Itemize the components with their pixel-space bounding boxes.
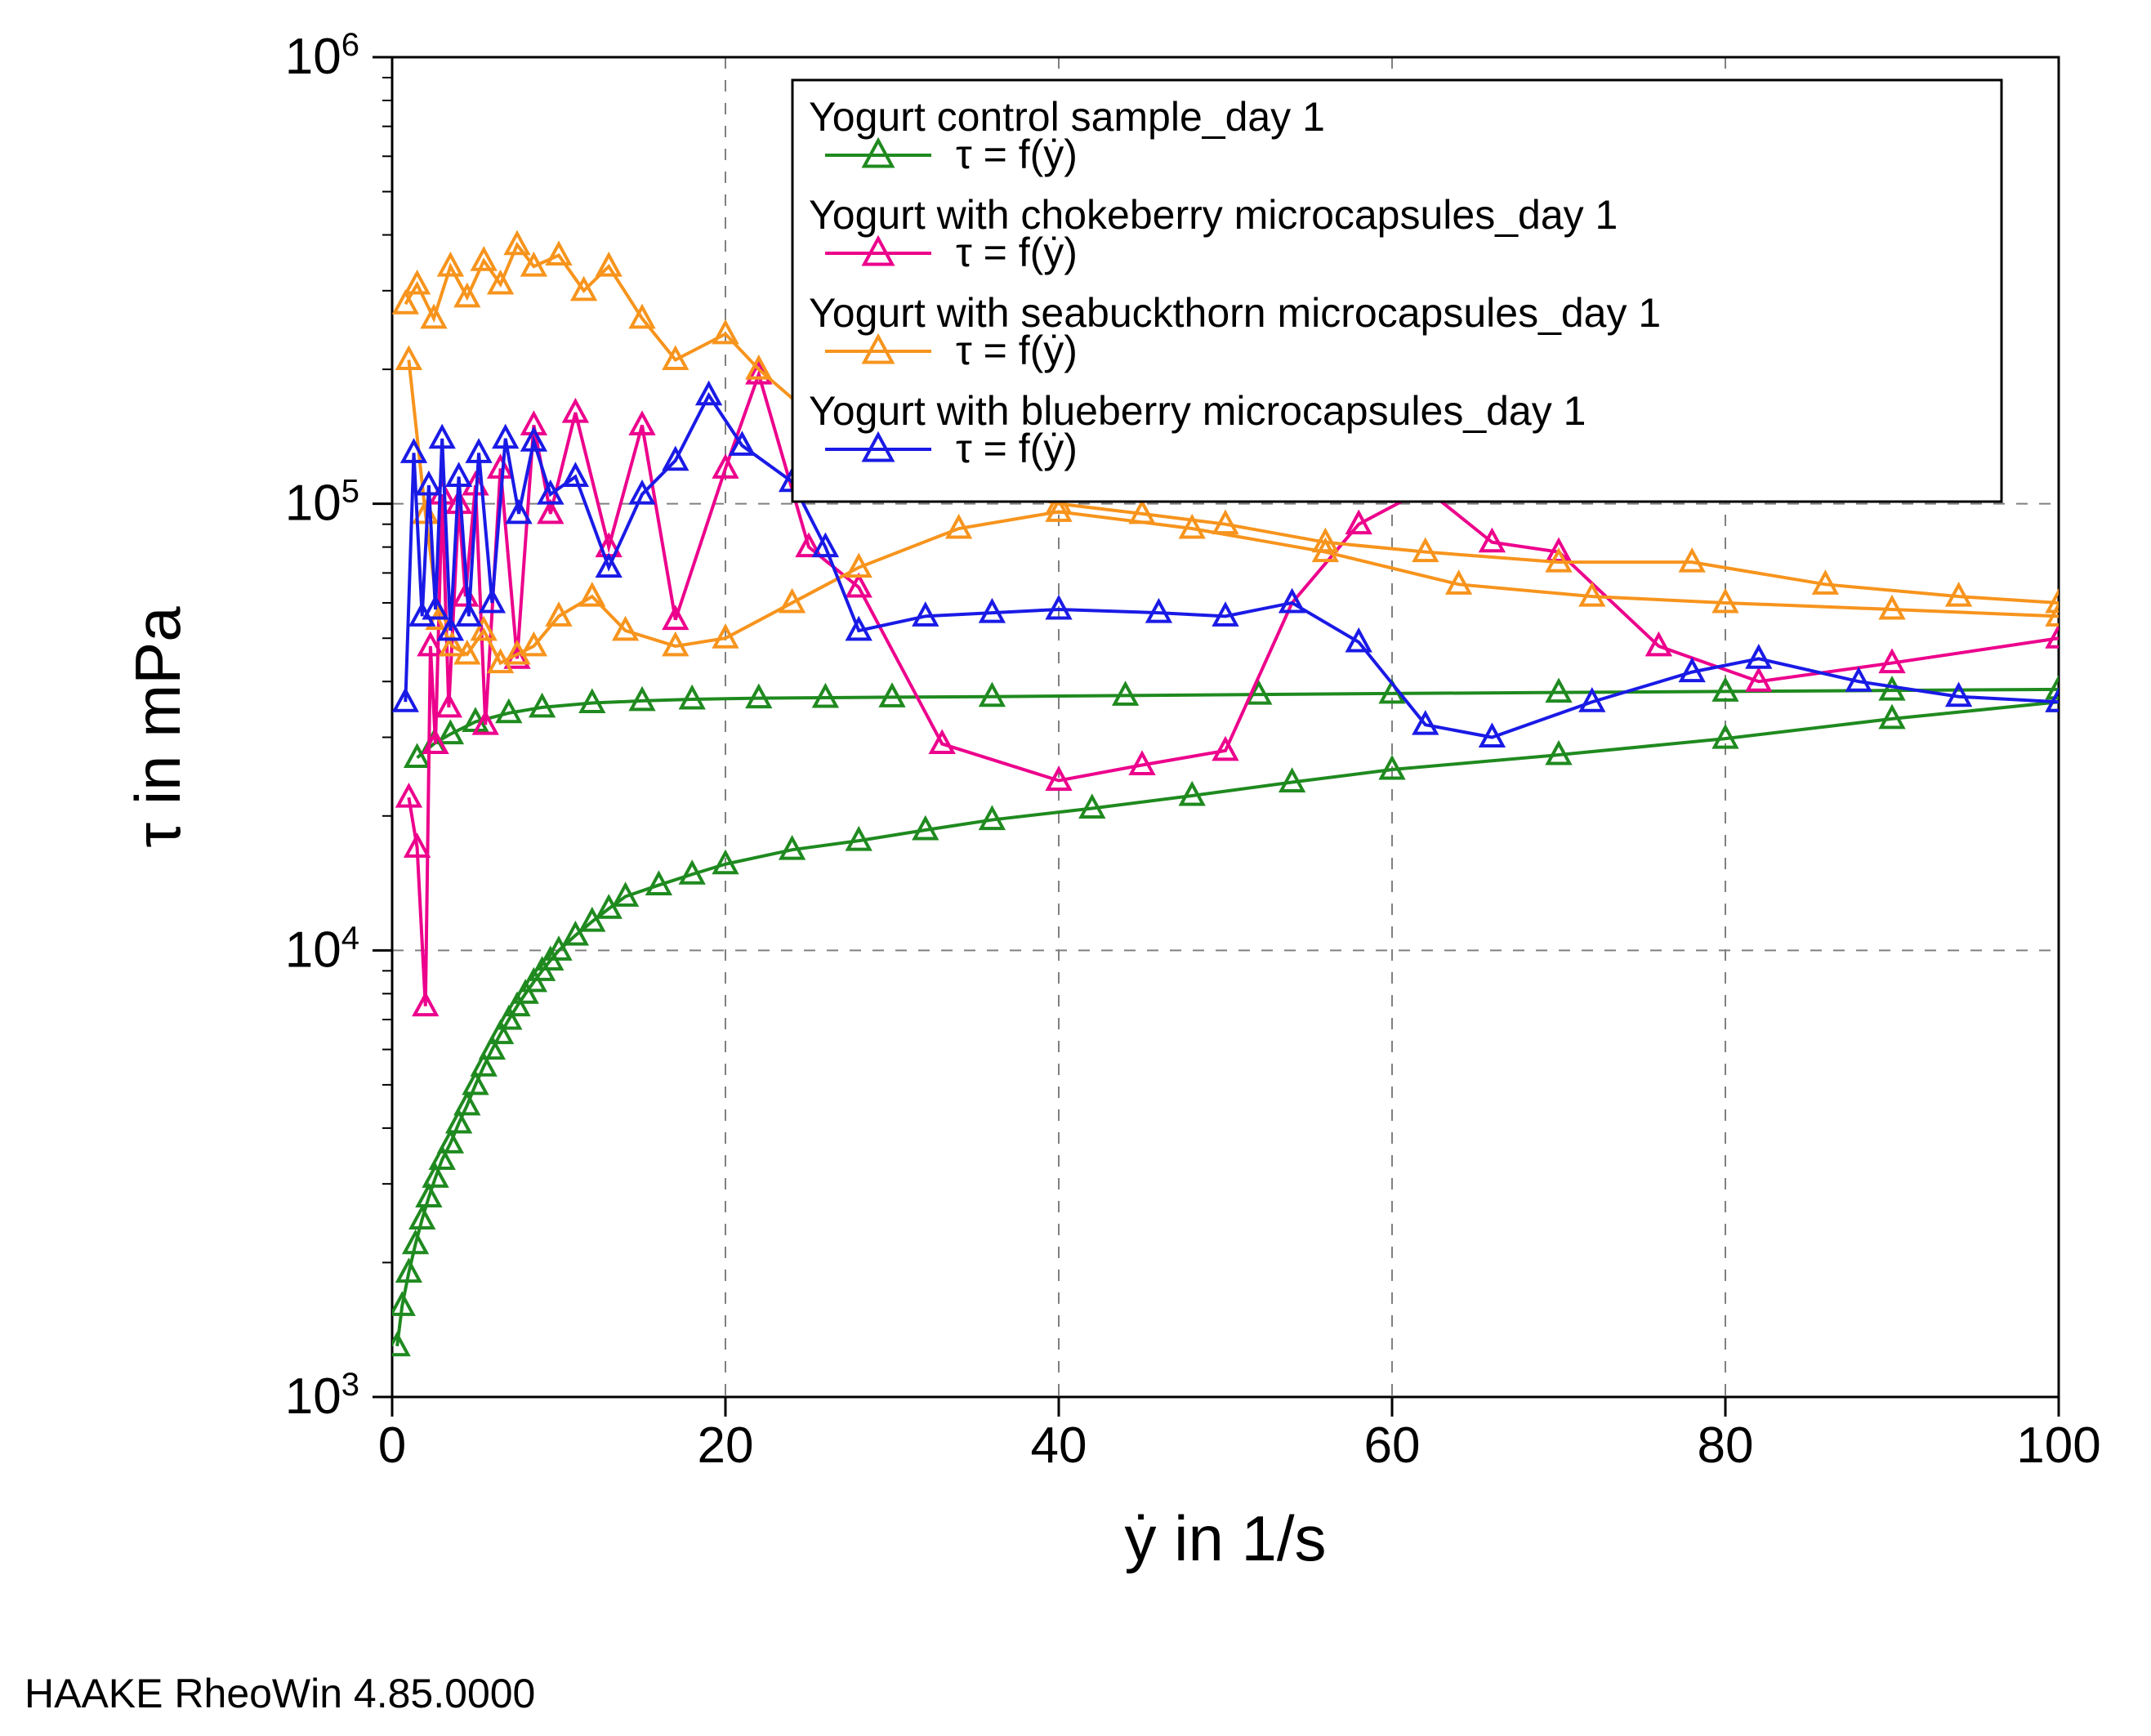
svg-text:40: 40 bbox=[1031, 1417, 1087, 1474]
legend-title: Yogurt with seabuckthorn microcapsules_d… bbox=[809, 290, 1661, 336]
svg-text:103: 103 bbox=[285, 1367, 359, 1425]
svg-text:106: 106 bbox=[285, 27, 359, 85]
svg-text:80: 80 bbox=[1698, 1417, 1754, 1474]
y-axis-label: τ in mPa bbox=[122, 606, 194, 848]
chart-svg: 0 20 40 60 80 100 103 104 105 106 ẏ in 1/s τ in mPa… bbox=[0, 0, 2151, 1736]
legend-sub: τ = f(ẏ) bbox=[956, 426, 1078, 471]
svg-text:60: 60 bbox=[1364, 1417, 1421, 1474]
series-control-up bbox=[397, 702, 2059, 1346]
svg-text:100: 100 bbox=[2016, 1417, 2100, 1474]
svg-text:105: 105 bbox=[285, 474, 359, 532]
legend-sub: τ = f(ẏ) bbox=[956, 328, 1078, 373]
legend-title: Yogurt with chokeberry microcapsules_day… bbox=[809, 192, 1618, 238]
footer-text: HAAKE RheoWin 4.85.0000 bbox=[25, 1671, 535, 1716]
legend-title: Yogurt with blueberry microcapsules_day … bbox=[809, 388, 1586, 434]
x-axis-label: ẏ in 1/s bbox=[1124, 1502, 1326, 1574]
svg-text:20: 20 bbox=[698, 1417, 754, 1474]
svg-text:0: 0 bbox=[378, 1417, 406, 1474]
svg-text:104: 104 bbox=[285, 920, 359, 978]
legend-sub: τ = f(ẏ) bbox=[956, 230, 1078, 275]
legend-sub: τ = f(ẏ) bbox=[956, 132, 1078, 177]
chart-container: 0 20 40 60 80 100 103 104 105 106 ẏ in 1/s τ in mPa… bbox=[0, 0, 2151, 1736]
